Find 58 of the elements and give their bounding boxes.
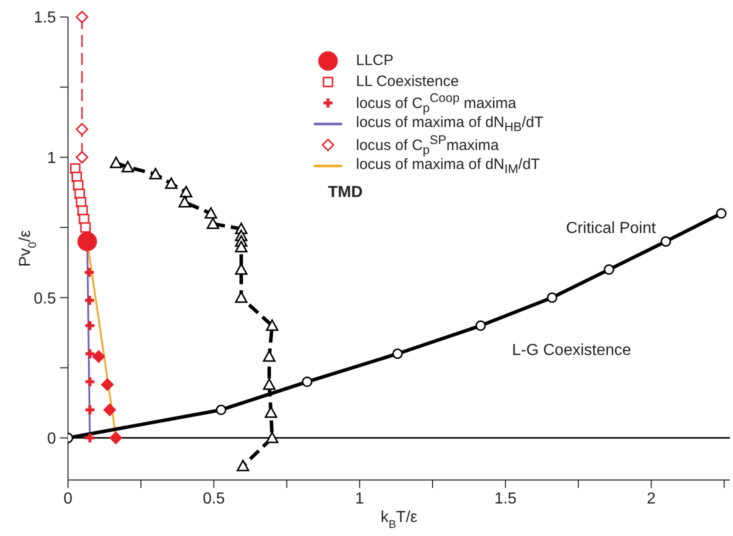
annotation: TMD	[328, 184, 363, 202]
point	[76, 122, 88, 136]
legend-label: locus of C$_{p}$$^{SP}$maxima	[356, 132, 499, 156]
point	[204, 207, 218, 219]
x-tick-label: 0.5	[202, 490, 226, 508]
x-tick-label: 1.5	[494, 490, 517, 508]
point	[180, 186, 192, 198]
point	[78, 232, 97, 252]
y-tick-label: 0	[47, 430, 56, 448]
legend-label: locus of C$_{p}$$^{Coop}$ maxima	[356, 90, 516, 114]
point	[262, 378, 276, 390]
point	[80, 222, 91, 233]
annotation: L-G Coexistence	[512, 342, 632, 360]
point	[234, 240, 248, 252]
point	[83, 266, 96, 278]
y-tick-label: 0.5	[34, 290, 56, 308]
point	[206, 218, 220, 230]
point	[84, 432, 96, 444]
legend-label: LL Coexistence	[356, 73, 459, 90]
point	[392, 348, 403, 359]
y-tick-label: 1	[47, 150, 56, 167]
point	[264, 406, 278, 418]
point	[262, 350, 276, 362]
point	[302, 376, 312, 388]
point	[110, 156, 122, 168]
point	[76, 10, 88, 24]
legend-label: LLCP	[356, 52, 394, 69]
annotation: Critical Point	[566, 220, 656, 238]
point	[92, 350, 105, 363]
x-axis-title: k$_{B}$T/ε	[380, 509, 418, 531]
y-tick-label: 1.5	[34, 10, 56, 27]
point	[164, 177, 178, 189]
point	[546, 292, 558, 303]
point	[604, 264, 614, 275]
point	[84, 404, 96, 416]
point	[110, 432, 122, 444]
point	[266, 319, 278, 331]
point	[76, 151, 88, 164]
point	[178, 196, 191, 208]
point	[84, 348, 96, 360]
point	[84, 294, 96, 306]
point	[84, 320, 96, 332]
point	[660, 236, 672, 247]
point	[101, 378, 114, 391]
point	[84, 376, 96, 388]
x-tick-label: 2	[646, 490, 656, 508]
point	[716, 208, 726, 219]
point	[475, 320, 486, 331]
point	[149, 168, 162, 180]
x-tick-label: 0	[64, 490, 73, 508]
point	[103, 404, 116, 416]
legend-label: locus of maxima of dN$_{HB}$/dT	[356, 114, 544, 134]
x-tick-label: 1	[355, 490, 364, 508]
point	[216, 404, 226, 416]
point	[122, 160, 134, 172]
legend-label: locus of maxima of dN$_{IM}$/dT	[356, 156, 540, 176]
point	[266, 432, 278, 444]
point	[236, 460, 250, 472]
